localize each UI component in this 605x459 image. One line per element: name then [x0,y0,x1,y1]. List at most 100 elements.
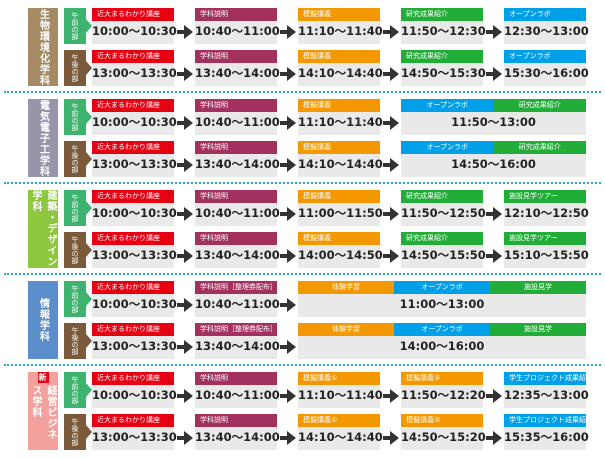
schedule-block: 研究成果紹介 14:50～15:30 [401,50,486,86]
schedule-block: 学科説明 10:40～11:00 [195,8,280,44]
arrow [280,436,288,440]
block-header: 近大まるわかり講座 [92,99,174,112]
schedule-block: 近大まるわかり講座 10:00～10:30 [92,8,177,44]
block-header: 研究成果紹介 [493,99,586,112]
arrow [86,152,92,166]
department-name: 電気電子工学科 [37,99,49,177]
block-time: 10:40～11:00 [195,385,280,408]
arrow [86,243,92,257]
block-header: 模擬講義 [298,99,380,112]
block-header: 学科説明 [195,141,277,154]
block-header: 施設見学 [490,281,586,294]
block-time: 10:40～11:00 [195,112,280,135]
block-time: 10:00～10:30 [92,294,177,317]
department-label: 電気電子工学科 [28,99,58,177]
block-time: 14:10～14:40 [298,63,383,86]
block-time: 13:00～13:30 [92,427,177,450]
block-time: 13:40～14:00 [195,245,280,268]
schedule-block: 模擬講義 14:10～14:40 [298,141,383,177]
arrow [390,207,399,221]
schedule-block: 模擬講義① 11:10～11:40 [298,372,383,408]
block-time: 13:00～13:30 [92,63,177,86]
arrow [390,389,399,403]
department-name: 経営ビジネス学科 [30,385,56,440]
arrow [184,158,193,172]
block-header: 模擬講義 [298,232,380,245]
separator [4,273,601,275]
arrow [177,163,185,167]
block-header: 研究成果紹介 [401,50,483,63]
block-time: 15:30～16:00 [504,63,589,86]
schedule-block: 施設見学ツアー 12:10～12:50 [504,190,589,226]
arrow [280,394,288,398]
block-time: 11:50～12:30 [401,21,486,44]
schedule-block: 学科説明 10:40～11:00 [195,190,280,226]
arrow [287,298,296,312]
arrow [280,303,288,307]
block-header: 体験学習 [298,323,394,336]
schedule-block: 研究成果紹介 11:50～12:50 [401,190,486,226]
block-header: オープンラボ [394,323,490,336]
schedule-block: オープンラボ 研究成果紹介 11:50～13:00 [401,99,586,135]
arrow [184,207,193,221]
schedule-block: オープンラボ 12:30～13:00 [504,8,589,44]
arrow [86,425,92,439]
block-header: 模擬講義 [298,50,380,63]
schedule-block: 近大まるわかり講座 10:00～10:30 [92,190,177,226]
session-tag: 午前の部 [64,8,86,44]
arrow [177,212,185,216]
arrow [287,67,296,81]
schedule-block: 近大まるわかり講座 13:00～13:30 [92,232,177,268]
block-header: 近大まるわかり講座 [92,50,174,63]
block-header: 近大まるわかり講座 [92,281,174,294]
block-time: 14:50～15:20 [401,427,486,450]
block-time: 13:40～14:00 [195,336,280,359]
schedule-block: 学科説明［整理券配布］ 13:40～14:00 [195,323,280,359]
arrow [390,249,399,263]
block-time: 12:35～13:00 [504,385,589,408]
block-header: 体験学習 [298,281,394,294]
arrow [390,25,399,39]
block-header: 研究成果紹介 [401,232,483,245]
schedule-block: 施設見学ツアー 15:10～15:50 [504,232,589,268]
arrow [184,389,193,403]
block-time: 11:50～12:20 [401,385,486,408]
schedule-block: 模擬講義 11:10～11:40 [298,99,383,135]
arrow [287,389,296,403]
session-tag: 午前の部 [64,372,86,408]
arrow [383,436,391,440]
schedule-block: オープンラボ 研究成果紹介 14:50～16:00 [401,141,586,177]
block-header: 模擬講義② [401,372,483,385]
block-time: 14:50～15:50 [401,245,486,268]
arrow [383,72,391,76]
block-header: 模擬講義② [401,414,483,427]
arrow [86,292,92,306]
block-header: 学科説明 [195,99,277,112]
block-time: 14:50～16:00 [401,154,586,177]
arrow [280,254,288,258]
arrow [280,121,288,125]
arrow [486,72,494,76]
arrow [390,116,399,130]
arrow [184,298,193,312]
arrow [287,207,296,221]
arrow [287,431,296,445]
block-header: 学科説明 [195,414,277,427]
block-time: 10:40～11:00 [195,294,280,317]
schedule-block: 近大まるわかり講座 10:00～10:30 [92,99,177,135]
block-header: 学生プロジェクト成果紹介 [504,414,586,427]
block-time: 14:50～15:30 [401,63,486,86]
block-header: 近大まるわかり講座 [92,323,174,336]
block-header: オープンラボ [401,99,494,112]
department-name: 情報学科 [37,298,49,342]
block-header: 模擬講義① [298,414,380,427]
schedule-block: 近大まるわかり講座 10:00～10:30 [92,372,177,408]
session-tag: 午前の部 [64,99,86,135]
block-header: 近大まるわかり講座 [92,414,174,427]
arrow [184,25,193,39]
arrow [287,158,296,172]
arrow [493,431,502,445]
schedule-block: 体験学習 オープンラボ 施設見学 14:00～16:00 [298,323,586,359]
arrow [383,163,391,167]
schedule-block: 体験学習 オープンラボ 施設見学 11:00～13:00 [298,281,586,317]
